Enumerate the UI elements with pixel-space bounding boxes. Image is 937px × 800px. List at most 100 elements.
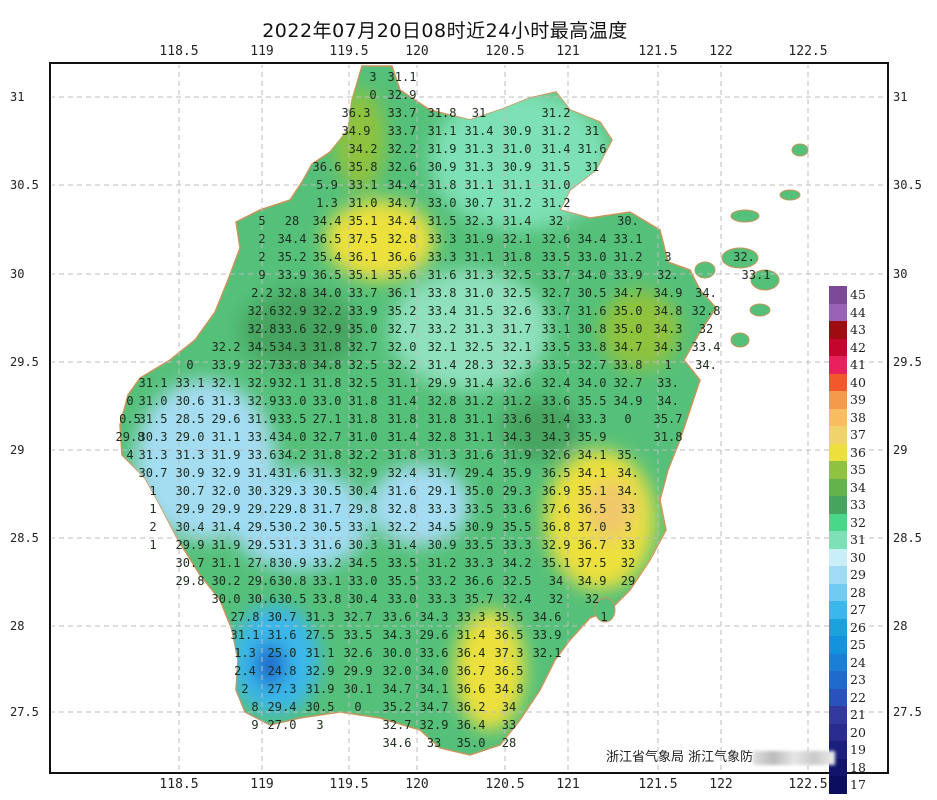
temperature-value: 9 xyxy=(251,718,258,732)
temperature-value: 33.1 xyxy=(614,232,643,246)
temperature-value: 33 xyxy=(427,736,441,750)
temperature-value: 30.7 xyxy=(465,196,494,210)
latitude-tick-label: 30 xyxy=(893,267,908,281)
temperature-value: 33.4 xyxy=(248,430,277,444)
temperature-value: 1 xyxy=(600,610,607,624)
temperature-value: 34.1 xyxy=(578,448,607,462)
temperature-value: 32.5 xyxy=(503,574,532,588)
temperature-value: 34 xyxy=(549,574,563,588)
temperature-value: 32.0 xyxy=(388,340,417,354)
temperature-value: 32.1 xyxy=(278,376,307,390)
temperature-value: 29.6 xyxy=(248,574,277,588)
legend-swatch xyxy=(829,601,847,619)
temperature-value: 35.7 xyxy=(654,412,683,426)
temperature-value: 36.5 xyxy=(313,268,342,282)
legend-label: 36 xyxy=(850,444,866,460)
temperature-value: 31.7 xyxy=(428,466,457,480)
temperature-value: 33.6 xyxy=(420,646,449,660)
temperature-value: 34.3 xyxy=(383,628,412,642)
temperature-value: 31.2 xyxy=(465,394,494,408)
temperature-value: 32.8 xyxy=(692,304,721,318)
temperature-value: 31.2 xyxy=(428,556,457,570)
temperature-value: 29.6 xyxy=(212,412,241,426)
temperature-value: 32.3 xyxy=(503,358,532,372)
temperature-value: 32.5 xyxy=(503,286,532,300)
longitude-tick-label: 120 xyxy=(405,44,429,59)
temperature-value: 30.5 xyxy=(306,700,335,714)
temperature-value: 34.2 xyxy=(503,556,532,570)
temperature-value: 34.3 xyxy=(654,340,683,354)
source-credit: 浙江省气象局 浙江气象防 xyxy=(606,746,836,765)
temperature-value: 32.9 xyxy=(278,304,307,318)
temperature-value: 37.5 xyxy=(349,232,378,246)
legend-swatch xyxy=(829,356,847,374)
temperature-value: 3 xyxy=(316,718,323,732)
temperature-value: 2.4 xyxy=(234,664,256,678)
color-legend-labels: 45 44 43 42 41 40 39 38 37 36 35 34 33 32 31 30 29 28 27 26… xyxy=(850,286,866,794)
temperature-value: 34.0 xyxy=(420,664,449,678)
temperature-value: 34.9 xyxy=(578,574,607,588)
temperature-value: 36.4 xyxy=(457,646,486,660)
legend-label: 27 xyxy=(850,602,866,617)
temperature-value: 32.1 xyxy=(503,232,532,246)
legend-swatch xyxy=(829,548,847,566)
temperature-value: 31 xyxy=(472,106,486,120)
legend-swatch xyxy=(829,426,847,444)
temperature-value: 29.9 xyxy=(212,502,241,516)
temperature-value: 31.9 xyxy=(428,142,457,156)
temperature-value: 0 xyxy=(354,700,361,714)
temperature-value: 30.5 xyxy=(313,520,342,534)
temperature-value: 27.3 xyxy=(268,682,297,696)
temperature-value: 29 xyxy=(621,574,635,588)
legend-label: 42 xyxy=(850,339,866,355)
longitude-tick-label: 120.5 xyxy=(485,777,525,792)
temperature-value: 31.3 xyxy=(465,160,494,174)
temperature-value: 33.8 xyxy=(428,286,457,300)
temperature-value: 3 xyxy=(369,70,376,84)
latitude-tick-label: 30.5 xyxy=(10,178,39,192)
temperature-value: 34.7 xyxy=(388,196,417,210)
longitude-tick-label: 120 xyxy=(405,777,429,792)
temperature-value: 33. xyxy=(657,376,679,390)
longitude-tick-label: 119 xyxy=(250,777,274,792)
temperature-value: 34.9 xyxy=(342,124,371,138)
temperature-value: 31.6 xyxy=(388,484,417,498)
temperature-value: 34 xyxy=(502,700,516,714)
temperature-value: 29.6 xyxy=(420,628,449,642)
temperature-value: 36.5 xyxy=(495,664,524,678)
temperature-value: 27.0 xyxy=(268,718,297,732)
temperature-value: 31.4 xyxy=(388,430,417,444)
temperature-value: 3 xyxy=(664,250,671,264)
temperature-value: 31.1 xyxy=(465,412,494,426)
legend-label: 45 xyxy=(850,287,866,302)
temperature-value: 28 xyxy=(285,214,299,228)
temperature-value: 33.9 xyxy=(278,268,307,282)
temperature-value: 31.6 xyxy=(578,304,607,318)
temperature-value: 32.1 xyxy=(428,340,457,354)
temperature-values: 3 31.10 32.936.3 33.7 31.8 31 31.234.9 33.7 31.1… xyxy=(116,70,771,750)
temperature-value: 35.1 xyxy=(578,484,607,498)
temperature-value: 37.3 xyxy=(495,646,524,660)
temperature-value: 33.3 xyxy=(428,592,457,606)
temperature-value: 33.1 xyxy=(349,520,378,534)
temperature-value: 35.2 xyxy=(388,304,417,318)
temperature-value: 31.0 xyxy=(503,142,532,156)
temperature-value: 32.7 xyxy=(349,340,378,354)
temperature-value: 33.1 xyxy=(742,268,771,282)
temperature-value: 31.4 xyxy=(428,358,457,372)
temperature-value: 35.5 xyxy=(388,574,417,588)
temperature-value: 30.2 xyxy=(212,574,241,588)
temperature-value: 33.5 xyxy=(344,628,373,642)
temperature-value: 31.1 xyxy=(212,556,241,570)
temperature-value: 35.9 xyxy=(503,466,532,480)
temperature-value: 36.5 xyxy=(542,466,571,480)
temperature-value: 32.7 xyxy=(578,358,607,372)
latitude-tick-label: 27.5 xyxy=(10,705,39,719)
temperature-value: 34.0 xyxy=(578,268,607,282)
temperature-value: 32.5 xyxy=(349,358,378,372)
temperature-value: 30.3 xyxy=(349,538,378,552)
legend-swatch xyxy=(829,776,847,794)
legend-label: 38 xyxy=(850,409,866,425)
temperature-value: 32.6 xyxy=(388,160,417,174)
temperature-value: 34.7 xyxy=(383,682,412,696)
